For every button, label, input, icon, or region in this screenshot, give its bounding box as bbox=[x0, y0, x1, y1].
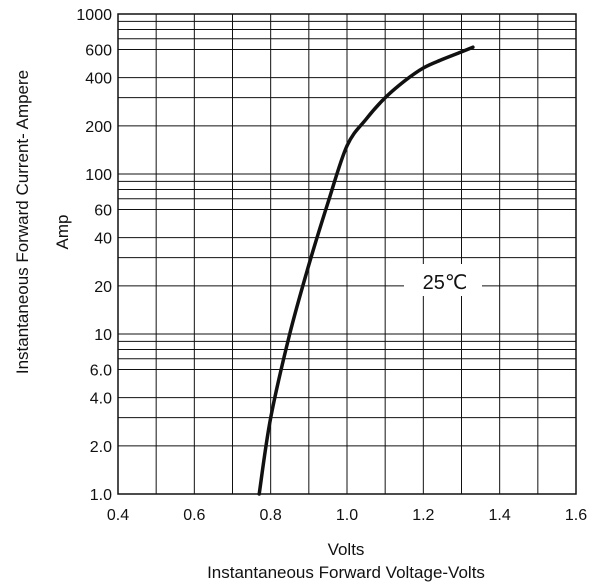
x-tick-label: 0.6 bbox=[183, 507, 205, 524]
series-curve bbox=[257, 45, 475, 496]
y-axis-subtitle: Amp bbox=[53, 215, 72, 250]
x-tick-labels: 0.4 0.6 0.8 1.0 1.2 1.4 1.6 bbox=[107, 507, 587, 524]
y-tick-label: 60 bbox=[94, 202, 112, 219]
y-tick-label: 4.0 bbox=[90, 391, 112, 408]
y-tick-label: 20 bbox=[94, 279, 112, 296]
y-tick-label: 40 bbox=[94, 231, 112, 248]
x-tick-label: 0.8 bbox=[260, 507, 282, 524]
y-tick-label: 100 bbox=[85, 167, 112, 184]
y-tick-label: 400 bbox=[85, 71, 112, 88]
x-axis-subtitle: Instantaneous Forward Voltage-Volts bbox=[207, 563, 485, 582]
y-tick-label: 1000 bbox=[76, 7, 112, 24]
x-tick-label: 1.0 bbox=[336, 507, 358, 524]
y-tick-label: 1.0 bbox=[90, 487, 112, 504]
annotation-box bbox=[404, 264, 482, 296]
series-line bbox=[257, 45, 475, 496]
temperature-annotation: 25℃ bbox=[423, 272, 468, 294]
y-tick-label: 10 bbox=[94, 327, 112, 344]
y-tick-label: 600 bbox=[85, 42, 112, 59]
y-tick-labels: 1.0 2.0 4.0 6.0 10 20 40 60 100 200 400 600 1000 bbox=[76, 7, 112, 504]
y-axis-title: Instantaneous Forward Current- Ampere bbox=[13, 70, 32, 374]
y-tick-label: 200 bbox=[85, 119, 112, 136]
y-tick-label: 2.0 bbox=[90, 439, 112, 456]
grid bbox=[118, 14, 576, 494]
x-tick-label: 0.4 bbox=[107, 507, 129, 524]
x-axis-title: Volts bbox=[328, 540, 365, 559]
y-tick-label: 6.0 bbox=[90, 362, 112, 379]
x-tick-label: 1.2 bbox=[412, 507, 434, 524]
x-tick-label: 1.4 bbox=[489, 507, 511, 524]
plot-frame bbox=[117, 13, 577, 495]
x-tick-label: 1.6 bbox=[565, 507, 587, 524]
